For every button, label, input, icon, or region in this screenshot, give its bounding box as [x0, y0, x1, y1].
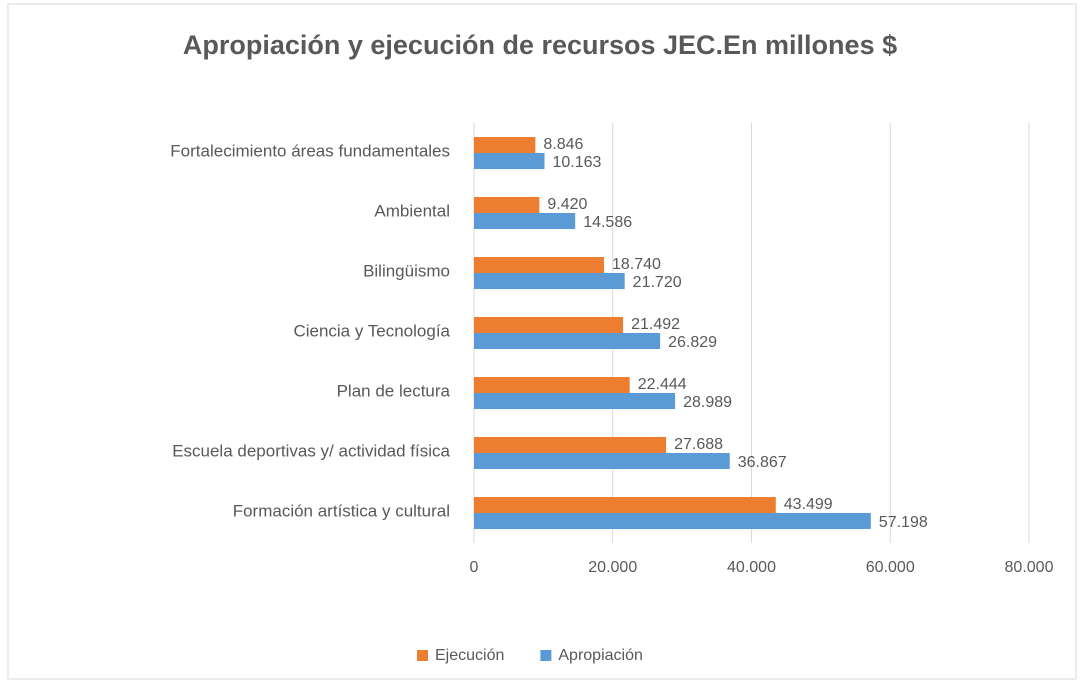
data-label: 18.740	[612, 256, 661, 273]
bar	[474, 333, 661, 349]
bar	[474, 317, 624, 333]
y-tick-label: Formación artística y cultural	[233, 501, 450, 520]
data-label: 10.163	[553, 154, 602, 171]
x-tick-label: 20.000	[588, 559, 637, 576]
bar	[474, 497, 776, 513]
data-label: 8.846	[543, 136, 583, 153]
data-label: 27.688	[674, 436, 723, 453]
data-label: 43.499	[784, 496, 833, 513]
bar	[474, 513, 871, 529]
x-tick-label: 60.000	[866, 559, 915, 576]
x-tick-label: 80.000	[1005, 559, 1054, 576]
data-label: 36.867	[738, 454, 787, 471]
bar	[474, 377, 630, 393]
x-tick-label: 0	[470, 559, 479, 576]
data-label: 57.198	[879, 514, 928, 531]
data-label: 21.492	[631, 316, 680, 333]
data-label: 28.989	[683, 394, 732, 411]
bar	[474, 197, 540, 213]
x-tick-label: 40.000	[727, 559, 776, 576]
legend-swatch	[540, 650, 552, 661]
y-tick-label: Plan de lectura	[337, 381, 451, 400]
bar	[474, 257, 605, 273]
bar	[474, 273, 625, 289]
bar	[474, 213, 576, 229]
data-label: 9.420	[547, 196, 587, 213]
legend-label: Ejecución	[435, 647, 504, 664]
y-tick-label: Ambiental	[374, 201, 450, 220]
y-tick-label: Bilingüismo	[363, 261, 450, 280]
bar	[474, 437, 667, 453]
y-tick-label: Escuela deportivas y/ actividad física	[172, 441, 450, 460]
y-tick-label: Fortalecimiento áreas fundamentales	[170, 141, 450, 160]
legend-label: Apropiación	[558, 647, 643, 664]
chart-title: Apropiación y ejecución de recursos JEC.…	[183, 30, 897, 60]
bar	[474, 393, 676, 409]
y-tick-label: Ciencia y Tecnología	[293, 321, 450, 340]
data-label: 26.829	[668, 334, 717, 351]
bar	[474, 453, 730, 469]
data-label: 21.720	[633, 274, 682, 291]
bar	[474, 137, 536, 153]
data-label: 14.586	[583, 214, 632, 231]
bar	[474, 153, 545, 169]
data-label: 22.444	[638, 376, 687, 393]
legend-swatch	[417, 650, 428, 661]
